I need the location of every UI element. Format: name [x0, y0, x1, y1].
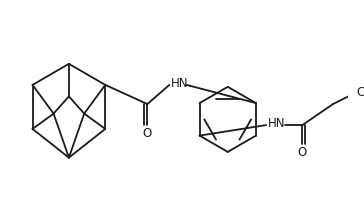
- Text: O: O: [298, 146, 307, 159]
- Text: HN: HN: [171, 77, 189, 91]
- Text: HN: HN: [268, 117, 285, 130]
- Text: O: O: [143, 127, 152, 140]
- Text: Cl: Cl: [356, 86, 364, 99]
